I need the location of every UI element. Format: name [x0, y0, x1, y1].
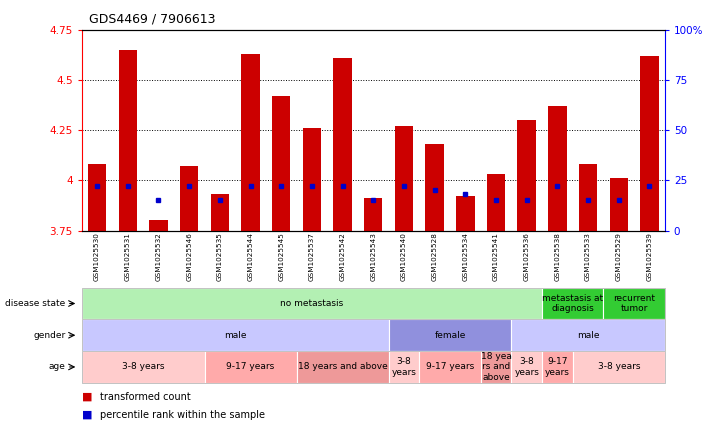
- Text: 18 yea
rs and
above: 18 yea rs and above: [481, 352, 511, 382]
- Text: male: male: [577, 331, 599, 340]
- Text: 3-8 years: 3-8 years: [122, 363, 164, 371]
- Text: transformed count: transformed count: [100, 392, 191, 402]
- Text: male: male: [224, 331, 247, 340]
- Text: disease state: disease state: [5, 299, 65, 308]
- Text: recurrent
tumor: recurrent tumor: [613, 294, 655, 313]
- Text: gender: gender: [33, 331, 65, 340]
- Text: 9-17
years: 9-17 years: [545, 357, 570, 376]
- Bar: [88, 164, 107, 231]
- Text: 3-8 years: 3-8 years: [597, 363, 640, 371]
- Bar: [119, 49, 137, 231]
- Bar: [518, 120, 536, 231]
- Text: 3-8
years: 3-8 years: [392, 357, 417, 376]
- Text: age: age: [48, 363, 65, 371]
- Text: ■: ■: [82, 410, 92, 420]
- Bar: [241, 54, 260, 231]
- Bar: [333, 58, 352, 231]
- Bar: [180, 166, 198, 231]
- Bar: [425, 144, 444, 231]
- Text: no metastasis: no metastasis: [280, 299, 343, 308]
- Text: percentile rank within the sample: percentile rank within the sample: [100, 410, 264, 420]
- Text: 3-8
years: 3-8 years: [514, 357, 539, 376]
- Bar: [303, 128, 321, 231]
- Bar: [272, 96, 290, 231]
- Bar: [640, 56, 658, 231]
- Bar: [579, 164, 597, 231]
- Bar: [548, 106, 567, 231]
- Bar: [456, 196, 474, 231]
- Bar: [364, 198, 383, 231]
- Bar: [210, 194, 229, 231]
- Text: metastasis at
diagnosis: metastasis at diagnosis: [542, 294, 604, 313]
- Text: female: female: [434, 331, 466, 340]
- Bar: [149, 220, 168, 231]
- Text: 9-17 years: 9-17 years: [226, 363, 274, 371]
- Text: 9-17 years: 9-17 years: [426, 363, 474, 371]
- Bar: [395, 126, 413, 231]
- Text: ■: ■: [82, 392, 92, 402]
- Bar: [487, 174, 506, 231]
- Text: 18 years and above: 18 years and above: [298, 363, 387, 371]
- Bar: [609, 179, 628, 231]
- Text: GDS4469 / 7906613: GDS4469 / 7906613: [89, 13, 215, 26]
